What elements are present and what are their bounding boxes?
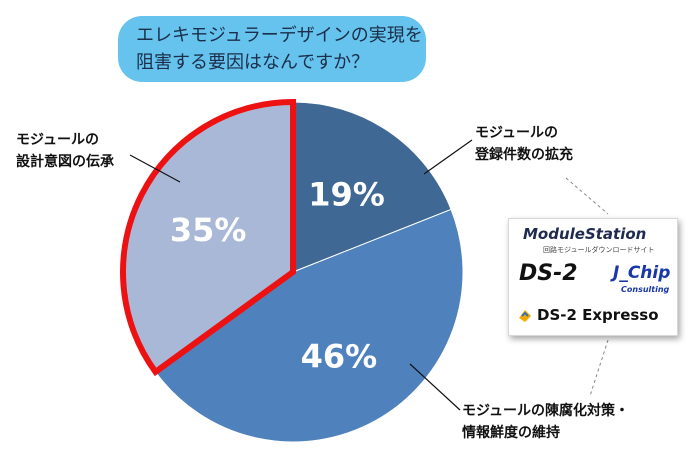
- label-obsolescence: モジュールの陳腐化対策・ 情報鮮度の維持: [462, 403, 630, 441]
- logo-panel: ModuleStation 回路モジュールダウンロードサイト DS-2 J_Ch…: [508, 218, 678, 336]
- pie-slice-registration: [292, 101, 452, 273]
- pie-value-registration: 19%: [308, 175, 385, 213]
- leader-line-design-intent: [129, 154, 181, 183]
- pie-slices: [120, 98, 464, 443]
- ds2-expresso-logo: DS-2 Expresso: [537, 306, 659, 324]
- leader-line-registration: [423, 139, 473, 175]
- dashed-connector-top: [565, 177, 609, 215]
- question-line-1: エレキモジュラーデザインの実現を: [136, 25, 423, 46]
- leader-lines: [129, 139, 609, 411]
- pie-slice-design-intent: [120, 98, 296, 377]
- question-line-2: 阻害する要因はなんですか？: [136, 52, 370, 73]
- pie-value-design-intent: 35%: [170, 211, 247, 249]
- jchip-logo: J_Chip: [613, 263, 671, 283]
- question-bubble: エレキモジュラーデザインの実現を 阻害する要因はなんですか？: [118, 16, 426, 82]
- dashed-connector-bottom: [589, 339, 609, 397]
- jchip-tagline: Consulting: [621, 285, 670, 294]
- pie-value-obsolescence: 46%: [301, 337, 378, 375]
- pie-value-labels: 19% 46% 35%: [170, 175, 385, 375]
- label-registration: モジュールの 登録件数の拡充: [475, 125, 573, 163]
- expresso-icon: [519, 310, 531, 322]
- module-station-tagline: 回路モジュールダウンロードサイト: [543, 246, 655, 254]
- label-design-intent: モジュールの 設計意図の伝承: [16, 132, 114, 170]
- module-station-logo: ModuleStation: [523, 225, 647, 243]
- pie-slice-obsolescence: [154, 208, 464, 443]
- ds2-logo: DS-2: [519, 261, 578, 286]
- leader-line-obsolescence: [409, 363, 461, 411]
